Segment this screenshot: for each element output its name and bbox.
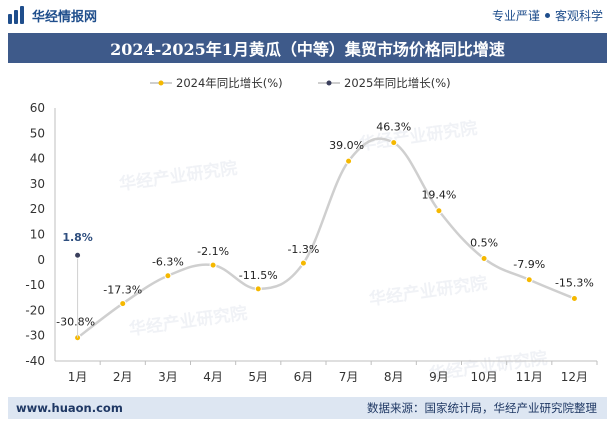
brand-name: 华经情报网 <box>32 9 98 25</box>
data-label-2024-3: -2.1% <box>197 245 229 258</box>
chart-title: 2024-2025年1月黄瓜（中等）集贸市场价格同比增速 <box>110 40 505 59</box>
point-2024-2 <box>164 272 172 280</box>
x-tick-label-0: 1月 <box>68 370 88 384</box>
top-bar: 华经情报网 专业严谨 客观科学 <box>0 0 615 30</box>
y-tick-label-5: 10 <box>30 228 45 242</box>
legend-marker-2024 <box>158 80 164 86</box>
y-tick-label-9: -30 <box>25 329 45 343</box>
tagline-left: 专业严谨 <box>491 8 540 23</box>
x-tick-label-10: 11月 <box>516 370 543 384</box>
point-2024-9 <box>480 255 488 263</box>
x-tick-label-7: 8月 <box>384 370 404 384</box>
x-tick-label-8: 9月 <box>429 370 449 384</box>
x-tick-label-11: 12月 <box>561 370 588 384</box>
x-tick-label-5: 6月 <box>294 370 314 384</box>
x-tick-label-9: 10月 <box>470 370 497 384</box>
series-line-2024 <box>76 137 575 339</box>
data-label-2024-11: -15.3% <box>555 277 594 290</box>
y-tick-label-7: -10 <box>25 278 45 292</box>
watermark-text-0: 华经产业研究院 <box>118 158 239 195</box>
separator-dot-icon <box>544 12 550 18</box>
x-tick-label-3: 4月 <box>203 370 223 384</box>
x-tick-label-4: 5月 <box>248 370 268 384</box>
watermark-text-2: 华经产业研究院 <box>128 303 249 340</box>
tagline: 专业严谨 客观科学 <box>492 7 603 24</box>
footer-source: 数据来源：国家统计局，华经产业研究院整理 <box>367 401 597 415</box>
x-tick-label-1: 2月 <box>113 370 133 384</box>
point-2024-1 <box>119 300 127 308</box>
tagline-right: 客观科学 <box>554 8 603 23</box>
point-2024-7 <box>390 139 398 147</box>
data-label-2024-1: -17.3% <box>103 284 142 297</box>
data-label-2024-2: -6.3% <box>152 256 184 269</box>
data-label-2024-8: 19.4% <box>421 189 456 202</box>
x-tick-label-2: 3月 <box>158 370 178 384</box>
y-tick-label-8: -20 <box>25 303 45 317</box>
data-label-2025-0: 1.8% <box>62 231 93 244</box>
point-2024-11 <box>570 295 578 303</box>
point-2024-6 <box>345 157 353 165</box>
y-tick-label-2: 40 <box>30 152 45 166</box>
x-tick-label-6: 7月 <box>339 370 359 384</box>
point-2024-3 <box>209 261 217 269</box>
legend-label-2025: 2025年同比增长(%) <box>344 76 451 90</box>
data-label-2024-10: -7.9% <box>513 258 545 271</box>
y-tick-label-10: -40 <box>25 354 45 368</box>
watermark-text-3: 华经产业研究院 <box>368 273 489 310</box>
brand: 华经情报网 <box>8 6 97 25</box>
y-tick-label-4: 20 <box>30 202 45 216</box>
legend-marker-2025 <box>326 80 332 86</box>
point-2024-4 <box>254 285 262 293</box>
data-label-2024-0: -30.8% <box>56 316 95 329</box>
point-2024-5 <box>299 259 307 267</box>
data-label-2024-5: -1.3% <box>287 243 319 256</box>
brand-logo-icon <box>8 6 26 24</box>
point-2024-8 <box>435 207 443 215</box>
point-2024-10 <box>525 276 533 284</box>
data-label-2024-9: 0.5% <box>470 237 498 250</box>
y-tick-label-6: 0 <box>37 253 45 267</box>
y-tick-label-1: 50 <box>30 126 45 140</box>
data-label-2024-4: -11.5% <box>239 269 278 282</box>
line-chart: 华经产业研究院华经产业研究院华经产业研究院华经产业研究院华经产业研究院2024年… <box>25 76 598 385</box>
y-tick-label-0: 60 <box>30 101 45 115</box>
footer: www.huaon.com 数据来源：国家统计局，华经产业研究院整理 <box>8 397 607 419</box>
footer-website: www.huaon.com <box>16 401 123 415</box>
data-label-2024-6: 39.0% <box>329 139 364 152</box>
data-label-2024-7: 46.3% <box>376 121 411 134</box>
point-2025-0 <box>74 251 82 259</box>
y-tick-label-3: 30 <box>30 177 45 191</box>
chart-title-bar: 2024-2025年1月黄瓜（中等）集贸市场价格同比增速 <box>8 33 607 63</box>
legend-label-2024: 2024年同比增长(%) <box>176 76 283 90</box>
